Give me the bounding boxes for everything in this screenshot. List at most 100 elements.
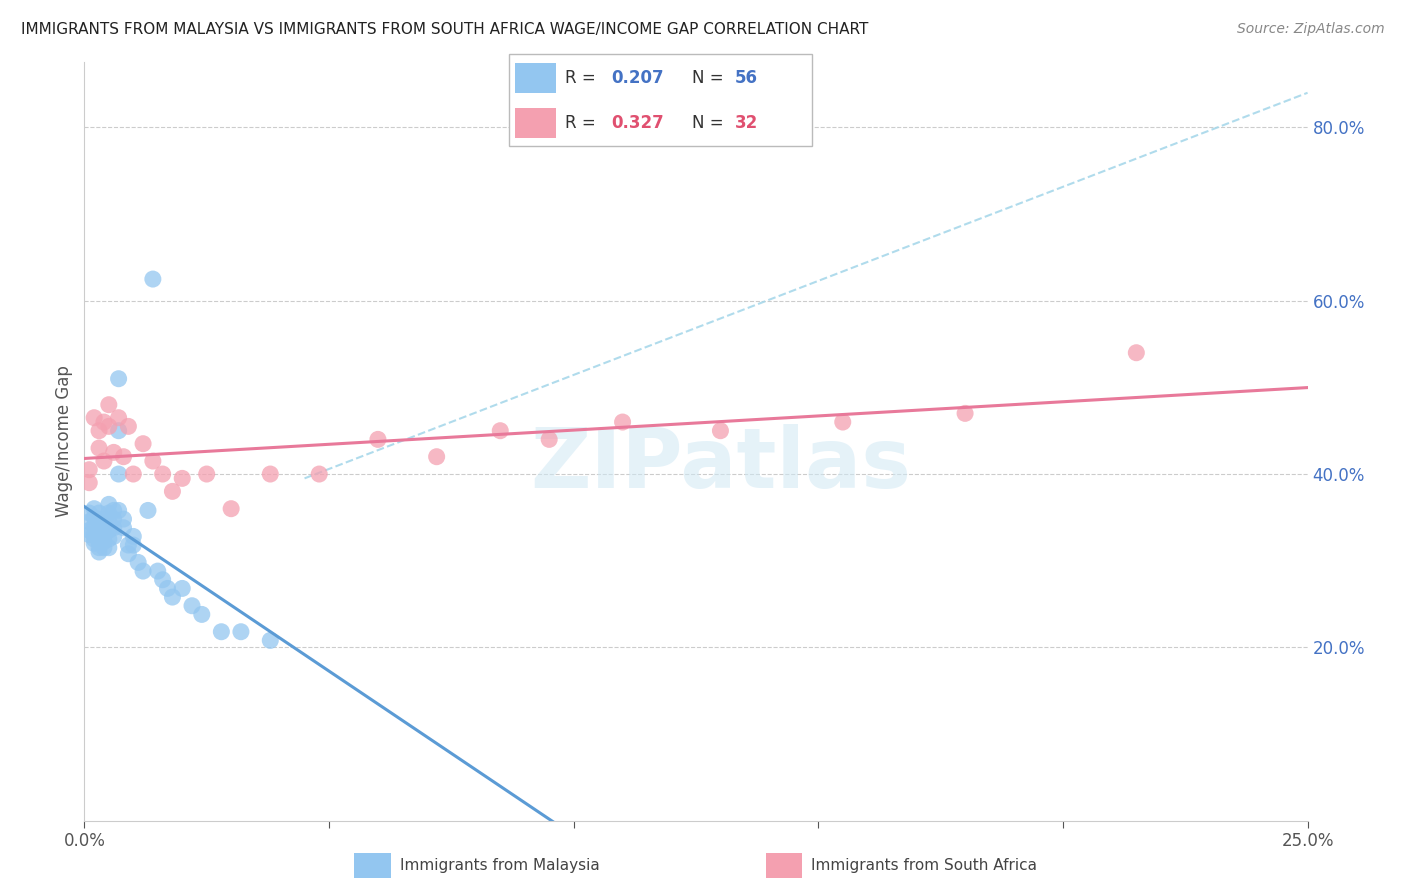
Point (112, 450, 135, 464)
Point (83, 510, 105, 524)
Point (87, 541, 110, 555)
Point (83, 527, 105, 541)
Bar (516, 63, 555, 93)
Point (107, 372, 129, 386)
Point (97, 506, 120, 520)
Point (77, 506, 100, 520)
Point (87, 441, 110, 455)
Point (77, 463, 100, 477)
Point (87, 529, 110, 543)
Point (93, 415, 115, 429)
Point (97, 398, 120, 412)
Point (229, 624, 252, 639)
Point (209, 624, 232, 639)
Point (146, 564, 169, 578)
Point (259, 467, 281, 481)
Point (107, 410, 129, 425)
Text: R =: R = (565, 114, 600, 132)
Point (132, 436, 155, 450)
Point (172, 471, 194, 485)
Text: Immigrants from South Africa: Immigrants from South Africa (811, 858, 1038, 872)
Text: 0.207: 0.207 (612, 69, 664, 87)
Point (87, 506, 110, 520)
Point (93, 454, 115, 468)
Bar (516, 108, 555, 138)
Point (97, 497, 120, 511)
Point (83, 536, 105, 550)
Point (83, 519, 105, 533)
Point (172, 582, 194, 596)
Point (308, 467, 330, 481)
Text: 32: 32 (735, 114, 758, 132)
Point (93, 541, 115, 555)
Point (489, 424, 512, 438)
Point (117, 538, 139, 552)
Point (122, 529, 145, 543)
Y-axis label: Wage/Income Gap: Wage/Income Gap (55, 366, 73, 517)
Point (93, 529, 115, 543)
Point (87, 545, 110, 559)
Point (93, 534, 115, 549)
Point (77, 527, 100, 541)
Point (219, 501, 242, 516)
Point (195, 467, 218, 481)
Point (142, 454, 165, 468)
Point (117, 419, 139, 434)
Point (162, 484, 184, 499)
Point (181, 599, 204, 613)
Text: 0.327: 0.327 (612, 114, 664, 132)
Point (1125, 345, 1147, 359)
Point (93, 512, 115, 526)
Text: ZIPatlas: ZIPatlas (530, 424, 911, 505)
Point (162, 590, 184, 604)
Point (97, 541, 120, 555)
Point (136, 503, 159, 517)
Point (77, 524, 100, 538)
Point (112, 521, 135, 535)
Point (367, 433, 389, 447)
Point (97, 419, 120, 434)
Point (122, 467, 145, 481)
Text: N =: N = (692, 69, 728, 87)
Point (103, 445, 125, 459)
Point (122, 538, 145, 552)
Point (538, 433, 561, 447)
Point (93, 521, 115, 535)
Point (97, 532, 120, 546)
Text: Source: ZipAtlas.com: Source: ZipAtlas.com (1237, 22, 1385, 37)
Point (83, 532, 105, 546)
Point (132, 564, 155, 578)
Point (77, 515, 100, 529)
Point (103, 529, 125, 543)
Point (112, 512, 135, 526)
Point (87, 524, 110, 538)
Point (77, 475, 100, 490)
Text: Immigrants from Malaysia: Immigrants from Malaysia (401, 858, 600, 872)
Point (612, 415, 634, 429)
Point (97, 524, 120, 538)
Point (709, 424, 731, 438)
Text: R =: R = (565, 69, 600, 87)
FancyBboxPatch shape (509, 54, 813, 146)
Point (107, 467, 129, 481)
Point (953, 406, 976, 420)
Bar (354, 853, 391, 878)
Point (83, 501, 105, 516)
Point (103, 512, 125, 526)
Point (426, 450, 449, 464)
Point (107, 503, 129, 517)
Point (97, 515, 120, 529)
Point (87, 515, 110, 529)
Point (152, 573, 174, 587)
Text: IMMIGRANTS FROM MALAYSIA VS IMMIGRANTS FROM SOUTH AFRICA WAGE/INCOME GAP CORRELA: IMMIGRANTS FROM MALAYSIA VS IMMIGRANTS F… (21, 22, 869, 37)
Point (259, 633, 281, 648)
Text: 56: 56 (735, 69, 758, 87)
Bar (765, 853, 801, 878)
Point (152, 467, 174, 481)
Point (103, 521, 125, 535)
Text: N =: N = (692, 114, 728, 132)
Point (87, 424, 110, 438)
Point (117, 547, 139, 561)
Point (87, 534, 110, 549)
Point (127, 556, 149, 570)
